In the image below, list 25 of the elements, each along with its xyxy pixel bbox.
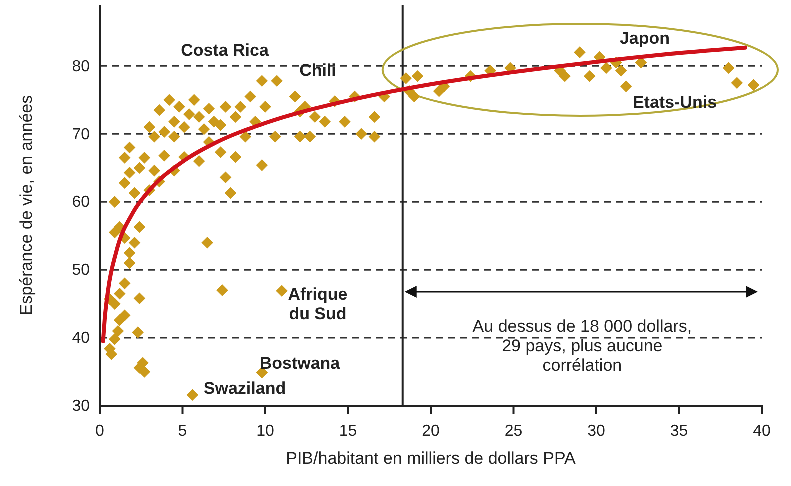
y-tick-label: 40 <box>72 330 90 348</box>
y-tick-label: 70 <box>72 126 90 144</box>
x-tick-label: 10 <box>256 423 274 440</box>
x-tick-label: 25 <box>504 423 523 440</box>
annotation: Bostwana <box>260 354 341 374</box>
annotation: Etats-Unis <box>632 93 718 112</box>
x-tick-label: 0 <box>96 423 105 440</box>
y-tick-label: 30 <box>72 398 90 416</box>
x-axis-title: PIB/habitant en milliers de dollars PPA <box>286 449 577 468</box>
y-tick-label: 80 <box>72 58 90 76</box>
annotation: Costa Rica <box>181 41 270 60</box>
x-tick-label: 30 <box>588 423 606 440</box>
annotation: Chili <box>300 61 336 80</box>
y-tick-label: 50 <box>72 262 90 280</box>
y-axis-title: Espérance de vie, en années <box>17 95 36 316</box>
annotation: Au dessus de 18 000 dollars, 29 pays, plus aucune corrélation <box>472 317 692 376</box>
x-tick-label: 20 <box>422 423 440 440</box>
annotation: Swaziland <box>204 379 286 398</box>
x-tick-label: 5 <box>178 423 188 440</box>
annotation: Japon <box>620 29 670 48</box>
x-tick-label: 35 <box>670 423 688 440</box>
x-tick-label: 15 <box>339 423 358 440</box>
annotation: Afrique du Sud <box>288 285 348 324</box>
y-tick-label: 60 <box>72 194 90 212</box>
x-tick-label: 40 <box>753 423 771 440</box>
